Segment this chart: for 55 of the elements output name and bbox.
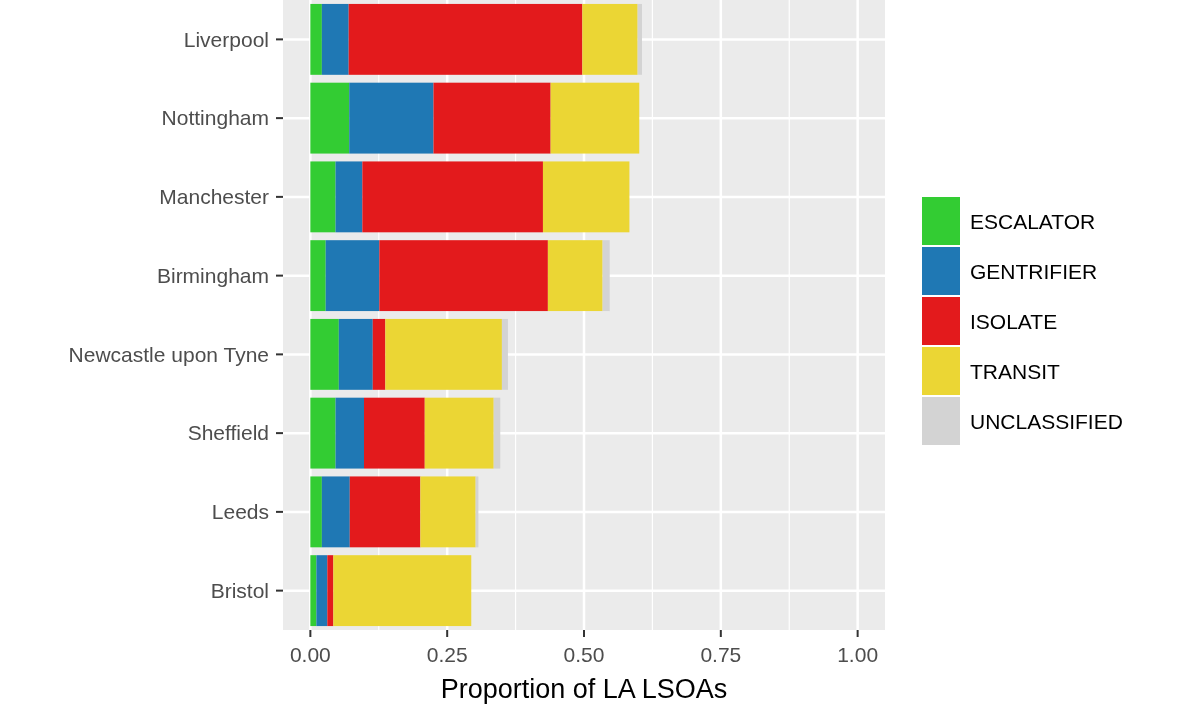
bar	[362, 161, 543, 233]
legend-label: TRANSIT	[970, 360, 1061, 384]
bar	[637, 3, 643, 75]
x-tick-label: 0.50	[563, 643, 605, 666]
y-tick-label: Newcastle upon Tyne	[68, 342, 269, 366]
bar	[310, 476, 322, 548]
legend-label: ESCALATOR	[970, 210, 1096, 234]
bar	[325, 240, 380, 312]
bar	[379, 240, 548, 312]
bar	[327, 555, 334, 627]
bar	[372, 318, 386, 390]
bar	[310, 397, 336, 469]
bar	[550, 82, 640, 154]
y-tick-label: Nottingham	[161, 106, 269, 130]
bar	[493, 397, 501, 469]
bar	[547, 240, 603, 312]
bar	[582, 3, 638, 75]
y-tick-label: Manchester	[159, 185, 269, 209]
bar	[335, 161, 363, 233]
bar	[321, 3, 349, 75]
bar	[602, 240, 610, 312]
bar	[501, 318, 508, 390]
x-tick-label: 0.25	[426, 643, 468, 666]
bar	[348, 3, 583, 75]
x-tick-label: 1.00	[837, 643, 879, 666]
bar	[420, 476, 476, 548]
y-tick-label: Sheffield	[187, 421, 269, 445]
x-tick-label: 0.00	[289, 643, 331, 666]
bar	[310, 3, 322, 75]
y-tick-label: Leeds	[211, 500, 269, 524]
x-axis-title: Proportion of LA LSOAs	[440, 674, 728, 704]
y-tick-label: Birmingham	[156, 263, 269, 287]
bar	[349, 476, 421, 548]
bar	[349, 82, 434, 154]
bar	[310, 555, 317, 627]
legend-label: UNCLASSIFIED	[970, 410, 1123, 434]
y-tick-label: Liverpool	[183, 27, 269, 51]
x-tick-label: 0.75	[700, 643, 742, 666]
bar	[316, 555, 328, 627]
bar	[310, 240, 326, 312]
bar	[364, 397, 425, 469]
bar	[338, 318, 373, 390]
bar	[310, 82, 350, 154]
bar	[424, 397, 494, 469]
legend-label: GENTRIFIER	[970, 260, 1098, 284]
bar	[333, 555, 472, 627]
bar	[542, 161, 630, 233]
y-tick-label: Bristol	[210, 578, 269, 602]
bar	[385, 318, 502, 390]
legend-label: ISOLATE	[970, 310, 1058, 334]
bar	[321, 476, 350, 548]
bar	[433, 82, 551, 154]
bar	[310, 161, 336, 233]
bar	[310, 318, 339, 390]
bar	[335, 397, 364, 469]
